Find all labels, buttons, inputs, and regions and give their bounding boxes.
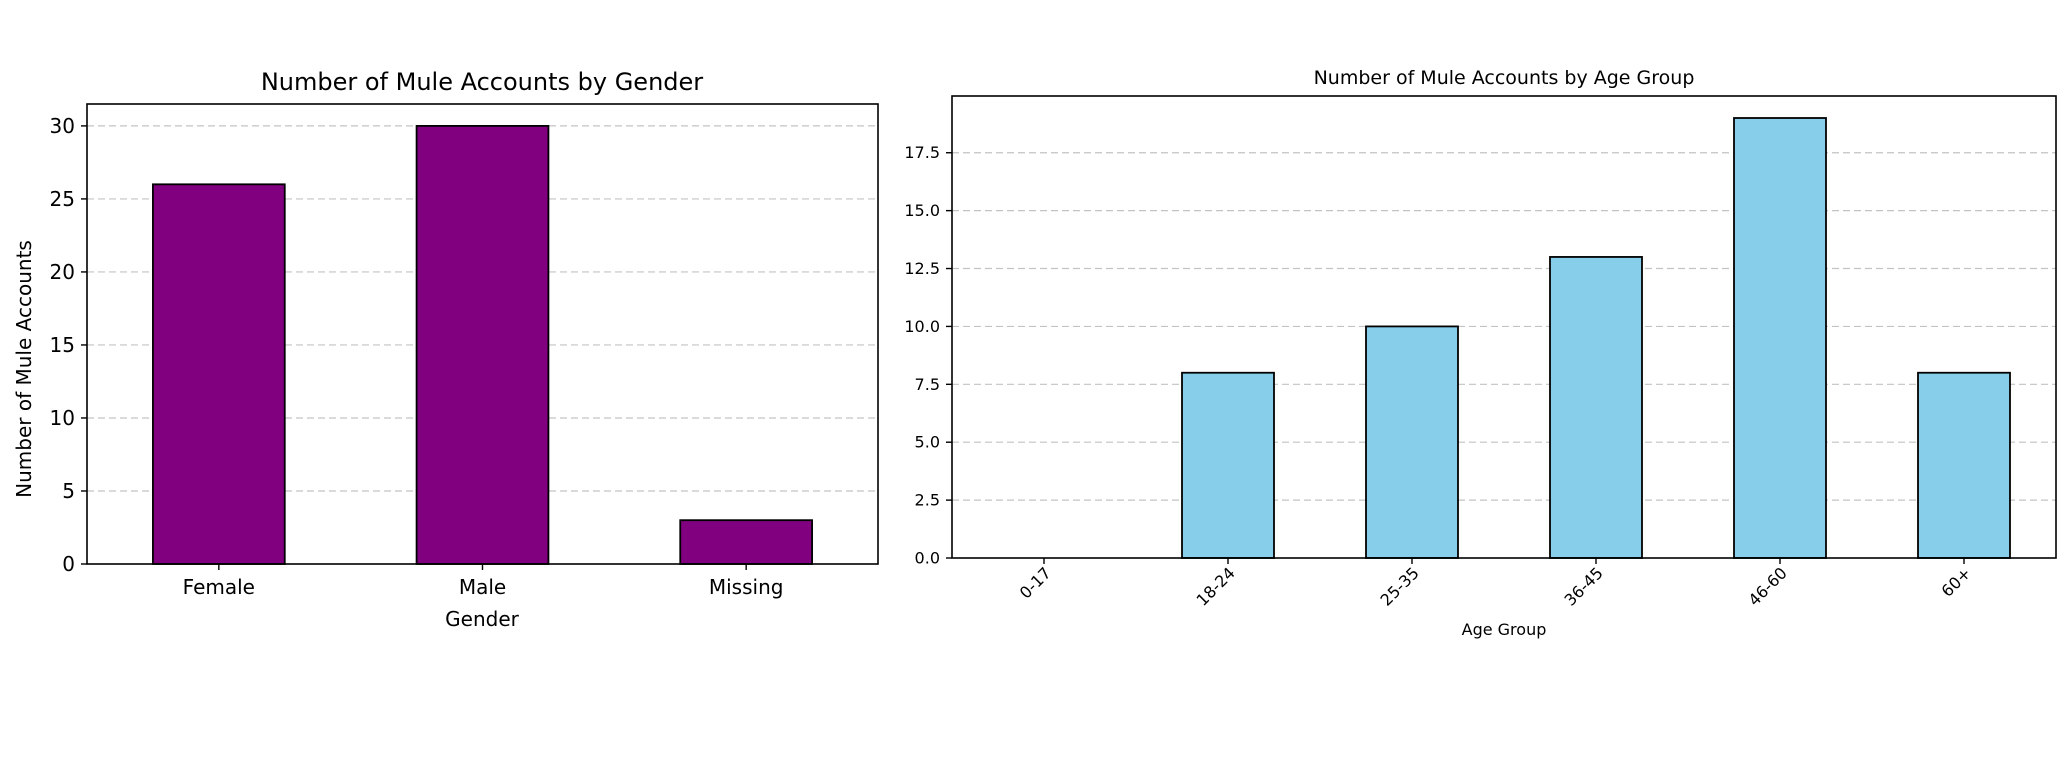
gender-chart-bar <box>679 519 813 565</box>
gender-chart-x-ticks: Female Male Missing <box>183 564 784 599</box>
age-group-chart-bar <box>1917 371 2011 559</box>
age-group-chart-x-ticks: 0-17 18-24 25-35 36-45 46-60 60+ <box>1016 558 1975 610</box>
age-group-chart-y-tick-label: 5.0 <box>915 433 940 452</box>
gender-chart: Number of Mule Accounts by Gender Gender… <box>12 68 879 631</box>
gender-chart-y-tick-label: 25 <box>50 187 75 211</box>
age-group-chart-x-axis-label: Age Group <box>1462 620 1547 639</box>
gender-chart-bar <box>415 125 550 565</box>
age-group-chart-x-tick-label: 46-60 <box>1745 563 1791 609</box>
age-group-chart-x-tick-label: 25-35 <box>1377 563 1423 609</box>
gender-chart-plot-frame <box>86 103 879 565</box>
age-group-chart-y-tick-label: 17.5 <box>904 143 940 162</box>
gender-chart-x-tick-label: Female <box>183 575 255 599</box>
gender-chart-bar <box>152 183 286 565</box>
age-group-chart-x-tick-label: 0-17 <box>1016 563 1055 602</box>
age-group-chart-bar <box>1181 371 1275 559</box>
age-group-chart-x-tick-label: 60+ <box>1938 563 1975 600</box>
gender-chart-x-axis-label: Gender <box>445 607 519 631</box>
gender-chart-y-tick-label: 15 <box>50 333 75 357</box>
gender-chart-y-tick-label: 20 <box>50 260 75 284</box>
age-group-chart-bar <box>1549 256 1643 559</box>
age-group-chart-gridlines <box>952 152 2056 501</box>
age-group-chart-y-tick-label: 12.5 <box>904 259 940 278</box>
gender-chart-x-tick-label: Missing <box>709 575 784 599</box>
age-group-chart-y-tick-label: 0.0 <box>915 549 940 568</box>
gender-chart-y-tick-label: 10 <box>50 406 75 430</box>
age-group-chart-x-tick-label: 18-24 <box>1193 563 1239 609</box>
gender-chart-bars <box>152 125 813 565</box>
gender-chart-y-ticks: 0 5 10 15 20 25 30 <box>50 114 87 576</box>
gender-chart-y-tick-label: 0 <box>62 552 75 576</box>
age-group-chart-bar <box>1365 325 1459 559</box>
gender-chart-title: Number of Mule Accounts by Gender <box>261 68 703 96</box>
age-group-chart-y-tick-label: 2.5 <box>915 491 940 510</box>
age-group-chart-bar <box>1733 117 1827 559</box>
age-group-chart-title: Number of Mule Accounts by Age Group <box>1314 67 1695 89</box>
age-group-chart-y-tick-label: 15.0 <box>904 201 940 220</box>
age-group-chart-bars <box>1181 117 2011 559</box>
age-group-chart-y-tick-label: 7.5 <box>915 375 940 394</box>
gender-chart-y-tick-label: 5 <box>62 479 75 503</box>
age-group-chart-plot-frame <box>951 95 2057 559</box>
age-group-chart-y-ticks: 0.0 2.5 5.0 7.5 10.0 12.5 15.0 17.5 <box>904 143 952 568</box>
age-group-chart: Number of Mule Accounts by Age Group Age… <box>904 67 2057 639</box>
gender-chart-y-tick-label: 30 <box>50 114 75 138</box>
gender-chart-y-axis-label: Number of Mule Accounts <box>12 240 36 498</box>
age-group-chart-x-tick-label: 36-45 <box>1561 563 1607 609</box>
gender-chart-x-tick-label: Male <box>459 575 506 599</box>
age-group-chart-y-tick-label: 10.0 <box>904 317 940 336</box>
